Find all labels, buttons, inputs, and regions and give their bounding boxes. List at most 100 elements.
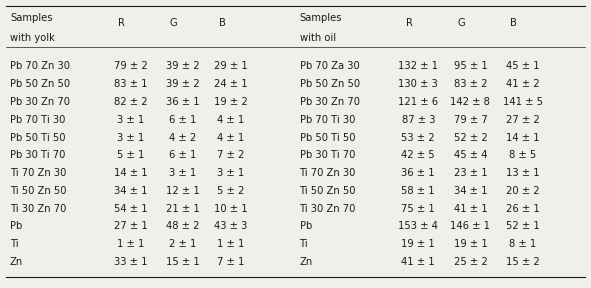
Text: 10 ± 1: 10 ± 1	[214, 204, 248, 214]
Text: 20 ± 2: 20 ± 2	[506, 186, 540, 196]
Text: 79 ± 2: 79 ± 2	[113, 61, 147, 71]
Text: 29 ± 1: 29 ± 1	[214, 61, 248, 71]
Text: 153 ± 4: 153 ± 4	[398, 221, 438, 232]
Text: 1 ± 1: 1 ± 1	[117, 239, 144, 249]
Text: 34 ± 1: 34 ± 1	[454, 186, 487, 196]
Text: 79 ± 7: 79 ± 7	[453, 115, 488, 125]
Text: Pb 30 Zn 70: Pb 30 Zn 70	[300, 97, 359, 107]
Text: Pb 30 Zn 70: Pb 30 Zn 70	[10, 97, 70, 107]
Text: Pb 70 Ti 30: Pb 70 Ti 30	[10, 115, 66, 125]
Text: Samples: Samples	[10, 13, 53, 23]
Text: 87 ± 3: 87 ± 3	[401, 115, 435, 125]
Text: 83 ± 2: 83 ± 2	[454, 79, 487, 89]
Text: 5 ± 2: 5 ± 2	[217, 186, 244, 196]
Text: Pb 50 Ti 50: Pb 50 Ti 50	[300, 132, 355, 143]
Text: 27 ± 2: 27 ± 2	[506, 115, 540, 125]
Text: 53 ± 2: 53 ± 2	[401, 132, 435, 143]
Text: 12 ± 1: 12 ± 1	[165, 186, 199, 196]
Text: 33 ± 1: 33 ± 1	[113, 257, 147, 267]
Text: 3 ± 1: 3 ± 1	[169, 168, 196, 178]
Text: 6 ± 1: 6 ± 1	[169, 150, 196, 160]
Text: 5 ± 1: 5 ± 1	[117, 150, 144, 160]
Text: 41 ± 1: 41 ± 1	[454, 204, 487, 214]
Text: 19 ± 1: 19 ± 1	[401, 239, 435, 249]
Text: 41 ± 1: 41 ± 1	[401, 257, 435, 267]
Text: 6 ± 1: 6 ± 1	[169, 115, 196, 125]
Text: B: B	[219, 18, 225, 28]
Text: 13 ± 1: 13 ± 1	[506, 168, 540, 178]
Text: 26 ± 1: 26 ± 1	[506, 204, 540, 214]
Text: 24 ± 1: 24 ± 1	[214, 79, 248, 89]
Text: Pb 50 Zn 50: Pb 50 Zn 50	[10, 79, 70, 89]
Text: 82 ± 2: 82 ± 2	[113, 97, 147, 107]
Text: with oil: with oil	[300, 33, 336, 43]
Text: 43 ± 3: 43 ± 3	[214, 221, 247, 232]
Text: Pb 50 Ti 50: Pb 50 Ti 50	[10, 132, 66, 143]
Text: Zn: Zn	[300, 257, 313, 267]
Text: Pb 70 Zn 30: Pb 70 Zn 30	[10, 61, 70, 71]
Text: 23 ± 1: 23 ± 1	[454, 168, 487, 178]
Text: 4 ± 1: 4 ± 1	[217, 132, 244, 143]
Text: 27 ± 1: 27 ± 1	[113, 221, 147, 232]
Text: 15 ± 2: 15 ± 2	[506, 257, 540, 267]
Text: 54 ± 1: 54 ± 1	[113, 204, 147, 214]
Text: 8 ± 5: 8 ± 5	[509, 150, 536, 160]
Text: Pb: Pb	[300, 221, 312, 232]
Text: 45 ± 4: 45 ± 4	[454, 150, 487, 160]
Text: 21 ± 1: 21 ± 1	[165, 204, 199, 214]
Text: 42 ± 5: 42 ± 5	[401, 150, 435, 160]
Text: 52 ± 1: 52 ± 1	[506, 221, 540, 232]
Text: Samples: Samples	[300, 13, 342, 23]
Text: 34 ± 1: 34 ± 1	[113, 186, 147, 196]
Text: 3 ± 1: 3 ± 1	[117, 132, 144, 143]
Text: 45 ± 1: 45 ± 1	[506, 61, 540, 71]
Text: 4 ± 1: 4 ± 1	[217, 115, 244, 125]
Text: R: R	[118, 18, 125, 28]
Text: Pb 70 Za 30: Pb 70 Za 30	[300, 61, 359, 71]
Text: Ti 50 Zn 50: Ti 50 Zn 50	[300, 186, 356, 196]
Text: 83 ± 1: 83 ± 1	[113, 79, 147, 89]
Text: 52 ± 2: 52 ± 2	[453, 132, 488, 143]
Text: 132 ± 1: 132 ± 1	[398, 61, 439, 71]
Text: with yolk: with yolk	[10, 33, 55, 43]
Text: 75 ± 1: 75 ± 1	[401, 204, 435, 214]
Text: 48 ± 2: 48 ± 2	[166, 221, 199, 232]
Text: 4 ± 2: 4 ± 2	[169, 132, 196, 143]
Text: Pb 50 Zn 50: Pb 50 Zn 50	[300, 79, 360, 89]
Text: G: G	[170, 18, 178, 28]
Text: 130 ± 3: 130 ± 3	[398, 79, 438, 89]
Text: 19 ± 1: 19 ± 1	[453, 239, 488, 249]
Text: 36 ± 1: 36 ± 1	[165, 97, 199, 107]
Text: 142 ± 8: 142 ± 8	[450, 97, 491, 107]
Text: 141 ± 5: 141 ± 5	[502, 97, 543, 107]
Text: Pb: Pb	[10, 221, 22, 232]
Text: 121 ± 6: 121 ± 6	[398, 97, 439, 107]
Text: 7 ± 1: 7 ± 1	[217, 257, 244, 267]
Text: 14 ± 1: 14 ± 1	[506, 132, 540, 143]
Text: 25 ± 2: 25 ± 2	[453, 257, 488, 267]
Text: Pb 30 Ti 70: Pb 30 Ti 70	[300, 150, 355, 160]
Text: B: B	[511, 18, 517, 28]
Text: 146 ± 1: 146 ± 1	[450, 221, 491, 232]
Text: 8 ± 1: 8 ± 1	[509, 239, 536, 249]
Text: 15 ± 1: 15 ± 1	[165, 257, 199, 267]
Text: 3 ± 1: 3 ± 1	[217, 168, 244, 178]
Text: 14 ± 1: 14 ± 1	[113, 168, 147, 178]
Text: 36 ± 1: 36 ± 1	[401, 168, 435, 178]
Text: Ti: Ti	[10, 239, 18, 249]
Text: Pb 70 Ti 30: Pb 70 Ti 30	[300, 115, 355, 125]
Text: Ti 50 Zn 50: Ti 50 Zn 50	[10, 186, 66, 196]
Text: 19 ± 2: 19 ± 2	[214, 97, 248, 107]
Text: Ti 30 Zn 70: Ti 30 Zn 70	[300, 204, 356, 214]
Text: Ti 70 Zn 30: Ti 70 Zn 30	[300, 168, 356, 178]
Text: 39 ± 2: 39 ± 2	[165, 79, 199, 89]
Text: 7 ± 2: 7 ± 2	[217, 150, 244, 160]
Text: 95 ± 1: 95 ± 1	[453, 61, 488, 71]
Text: 39 ± 2: 39 ± 2	[165, 61, 199, 71]
Text: Pb 30 Ti 70: Pb 30 Ti 70	[10, 150, 66, 160]
Text: 3 ± 1: 3 ± 1	[117, 115, 144, 125]
Text: 58 ± 1: 58 ± 1	[401, 186, 435, 196]
Text: 41 ± 2: 41 ± 2	[506, 79, 540, 89]
Text: G: G	[458, 18, 466, 28]
Text: 1 ± 1: 1 ± 1	[217, 239, 244, 249]
